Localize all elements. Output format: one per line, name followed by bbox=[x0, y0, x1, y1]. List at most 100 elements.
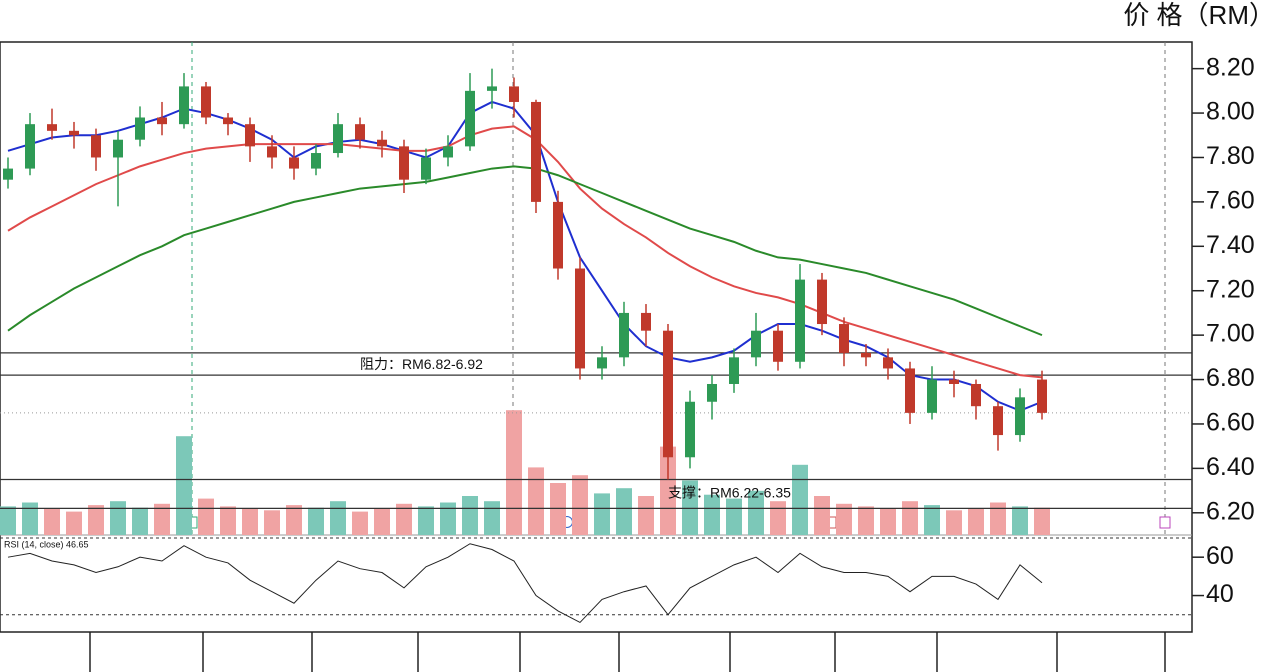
candle-body bbox=[443, 146, 453, 158]
rsi-tick-label: 60 bbox=[1206, 542, 1234, 570]
candle-body bbox=[597, 357, 607, 369]
candle-body bbox=[289, 157, 299, 169]
candle-body bbox=[3, 168, 13, 180]
candle-body bbox=[817, 279, 827, 325]
volume-bar bbox=[528, 467, 544, 535]
candle-body bbox=[465, 90, 475, 147]
candle-body bbox=[1037, 379, 1047, 413]
candle-body bbox=[707, 383, 717, 402]
volume-bar bbox=[88, 505, 104, 535]
candle-body bbox=[575, 268, 585, 369]
volume-bar bbox=[506, 410, 522, 535]
level-annotation: 阻力：RM6.82-6.92 bbox=[360, 356, 483, 372]
candle-body bbox=[839, 324, 849, 353]
candle-body bbox=[553, 201, 563, 269]
moving-average bbox=[7, 125, 1043, 379]
candle-body bbox=[487, 86, 497, 91]
candle-body bbox=[663, 330, 673, 458]
volume-bar bbox=[396, 503, 412, 535]
volume-bar bbox=[748, 490, 764, 535]
volume-bar bbox=[176, 436, 192, 535]
candle-body bbox=[949, 379, 959, 384]
volume-bar bbox=[0, 506, 16, 535]
volume-bar bbox=[1012, 506, 1028, 535]
volume-bar bbox=[220, 506, 236, 535]
candle-body bbox=[157, 117, 167, 125]
candle-body bbox=[685, 401, 695, 458]
moving-average bbox=[7, 165, 1043, 337]
candle-body bbox=[377, 139, 387, 147]
candle-body bbox=[905, 368, 915, 413]
candle-body bbox=[311, 153, 321, 169]
volume-bar bbox=[308, 507, 324, 535]
candle-body bbox=[179, 86, 189, 125]
candle-body bbox=[1015, 397, 1025, 436]
candle-body bbox=[795, 279, 805, 362]
volume-bar bbox=[682, 480, 698, 535]
candle-body bbox=[113, 139, 123, 158]
volume-bar bbox=[770, 501, 786, 535]
candle-body bbox=[773, 330, 783, 362]
candle-body bbox=[47, 124, 57, 131]
volume-bar bbox=[330, 501, 346, 535]
candle-body bbox=[399, 146, 409, 180]
rsi-tick-label: 40 bbox=[1206, 580, 1234, 608]
volume-bar bbox=[792, 464, 808, 535]
candle-body bbox=[883, 357, 893, 369]
volume-bar bbox=[440, 502, 456, 535]
volume-bar bbox=[484, 501, 500, 535]
candle-body bbox=[355, 124, 365, 140]
y-tick-label: 6.20 bbox=[1206, 497, 1255, 525]
volume-bar bbox=[374, 509, 390, 535]
y-tick-label: 7.80 bbox=[1206, 142, 1255, 170]
y-tick-label: 7.00 bbox=[1206, 320, 1255, 348]
candle-body bbox=[135, 117, 145, 140]
volume-bar bbox=[616, 488, 632, 535]
volume-bar bbox=[726, 498, 742, 535]
y-tick-label: 7.20 bbox=[1206, 275, 1255, 303]
y-axis-title: 价 格（RM） bbox=[1123, 0, 1275, 30]
x-axis-ticks bbox=[89, 632, 1166, 672]
volume-bar bbox=[198, 498, 214, 535]
volume-bar bbox=[924, 505, 940, 535]
candle-body bbox=[751, 330, 761, 358]
volume-bar bbox=[660, 446, 676, 535]
candle-body bbox=[531, 101, 541, 202]
candle-body bbox=[421, 157, 431, 180]
volume-bar bbox=[704, 494, 720, 535]
volume-bar bbox=[946, 510, 962, 535]
candle-body bbox=[69, 130, 79, 136]
rsi-line bbox=[7, 543, 1043, 624]
candle-body bbox=[201, 86, 211, 118]
volume-bar bbox=[110, 501, 126, 535]
volume-bar bbox=[990, 502, 1006, 535]
y-tick-label: 8.00 bbox=[1206, 98, 1255, 126]
plot-frame bbox=[0, 41, 1193, 633]
volume-bar bbox=[572, 475, 588, 535]
volume-bar bbox=[352, 511, 368, 535]
volume-bar bbox=[462, 496, 478, 535]
volume-bar bbox=[264, 510, 280, 535]
volume-bar bbox=[1034, 507, 1050, 535]
volume-bar bbox=[902, 501, 918, 535]
candle-body bbox=[333, 124, 343, 154]
candle-body bbox=[927, 379, 937, 413]
volume-bar bbox=[968, 509, 984, 535]
candle-body bbox=[245, 124, 255, 147]
volume-bar bbox=[814, 496, 830, 535]
candle-body bbox=[91, 135, 101, 158]
volume-bar bbox=[44, 509, 60, 535]
volume-bar bbox=[242, 509, 258, 535]
volume-bar bbox=[286, 505, 302, 535]
candle-body bbox=[861, 352, 871, 358]
volume-bar bbox=[132, 507, 148, 535]
candle-body bbox=[267, 146, 277, 158]
volume-bar bbox=[880, 509, 896, 535]
volume-bar bbox=[418, 506, 434, 535]
candle-body bbox=[993, 406, 1003, 436]
candle-body bbox=[509, 86, 519, 102]
y-tick-label: 7.60 bbox=[1206, 187, 1255, 215]
candle-body bbox=[971, 383, 981, 407]
volume-bar bbox=[836, 503, 852, 535]
